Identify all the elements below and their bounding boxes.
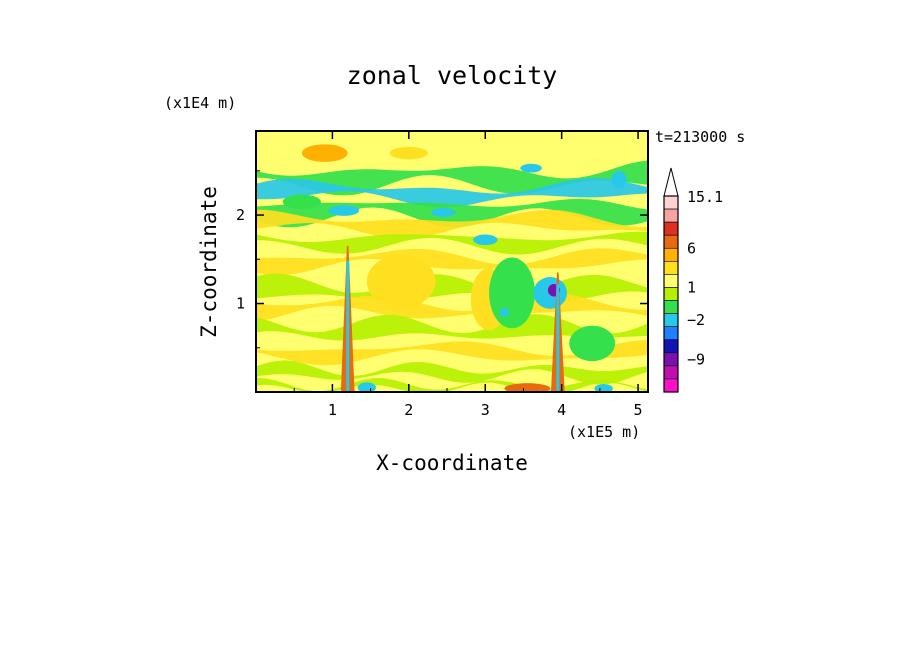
contour-field	[256, 131, 648, 392]
y-tick-label: 1	[236, 295, 245, 313]
x-tick-label: 3	[481, 401, 490, 419]
field-band	[256, 131, 648, 172]
y-axis-ticks: 12	[236, 170, 648, 349]
time-label: t=213000 s	[655, 128, 745, 146]
x-tick-label: 2	[404, 401, 413, 419]
field-cell	[569, 325, 616, 362]
colorbar-label: 6	[687, 239, 696, 257]
colorbar: 15.1 6 1 −2 −9	[663, 167, 723, 393]
field-cell	[594, 384, 613, 392]
field-cell	[499, 307, 509, 317]
colorbar-swatch	[663, 339, 679, 354]
colorbar-label: −2	[687, 311, 705, 329]
x-axis-ticks: 1 2 3 4 5	[293, 131, 643, 419]
colorbar-label: 1	[687, 279, 696, 297]
field-band	[256, 339, 648, 366]
field-cell	[366, 254, 436, 308]
x-tick-label: 1	[328, 401, 337, 419]
y-tick-label: 2	[236, 206, 245, 224]
colorbar-label: −9	[687, 350, 705, 368]
colorbar-extend-arrow	[663, 167, 679, 197]
y-unit-label: (x1E4 m)	[164, 94, 236, 112]
x-tick-label: 5	[634, 401, 643, 419]
field-cell	[473, 234, 498, 246]
colorbar-swatch	[663, 195, 679, 210]
field-band	[256, 248, 648, 276]
colorbar-swatch	[663, 287, 679, 301]
field-band	[256, 209, 648, 239]
colorbar-swatch	[663, 221, 679, 236]
plot-frame	[255, 130, 649, 393]
colorbar-frame	[663, 195, 679, 393]
field-cell	[504, 383, 551, 392]
field-band	[256, 314, 648, 341]
field-cell	[611, 170, 627, 189]
colorbar-swatch	[663, 378, 679, 393]
field-cell	[520, 163, 542, 173]
colorbar-swatch	[663, 208, 679, 223]
x-axis-title: X-coordinate	[376, 451, 528, 475]
colorbar-swatch	[663, 261, 679, 275]
colorbar-swatch	[663, 274, 679, 288]
colorbar-swatch	[663, 352, 679, 367]
field-cell	[431, 207, 456, 217]
field-band	[256, 178, 648, 208]
field-band	[256, 231, 648, 255]
y-axis-title: Z-coordinate	[197, 186, 221, 338]
field-cell	[282, 194, 321, 209]
field-cell	[389, 146, 428, 160]
colorbar-swatch	[663, 326, 679, 341]
colorbar-swatch	[663, 247, 679, 262]
colorbar-swatch	[663, 365, 679, 380]
field-cell	[489, 257, 535, 329]
field-cell	[357, 382, 376, 392]
colorbar-swatch	[663, 300, 679, 314]
colorbar-label: 15.1	[687, 188, 723, 206]
colorbar-swatch	[663, 234, 679, 249]
x-tick-label: 4	[557, 401, 566, 419]
colorbar-swatch	[663, 313, 679, 327]
field-cell	[301, 144, 348, 162]
x-unit-label: (x1E5 m)	[568, 423, 640, 441]
chart-title: zonal velocity	[347, 61, 558, 90]
field-cell	[328, 205, 360, 216]
